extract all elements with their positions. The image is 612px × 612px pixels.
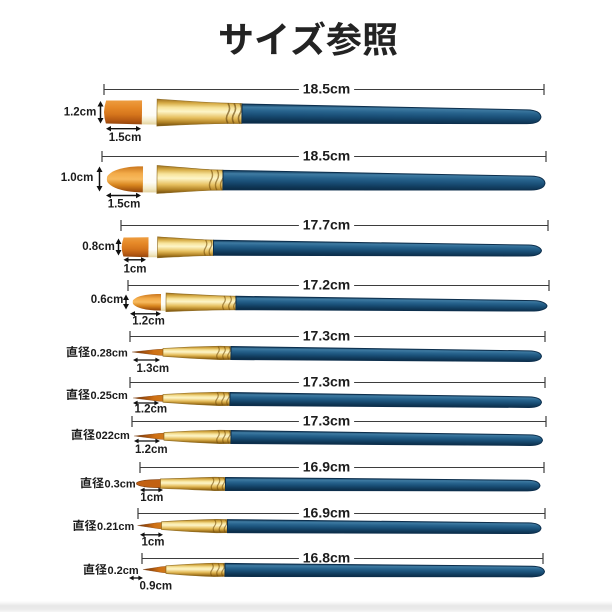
svg-text:17.7cm: 17.7cm [303,217,350,233]
svg-text:0.9cm: 0.9cm [140,580,173,592]
svg-text:1cm: 1cm [140,492,163,504]
svg-text:1.3cm: 1.3cm [137,363,170,375]
svg-text:0.28cm: 0.28cm [91,347,129,359]
svg-text:0.21cm: 0.21cm [97,521,135,533]
svg-text:1.5cm: 1.5cm [109,132,142,144]
svg-text:17.3cm: 17.3cm [303,328,350,344]
svg-text:0.3cm: 0.3cm [105,478,136,490]
svg-text:1cm: 1cm [142,537,165,549]
svg-text:17.3cm: 17.3cm [303,413,350,429]
svg-text:1.2cm: 1.2cm [132,315,165,327]
svg-text:16.8cm: 16.8cm [303,550,350,566]
svg-text:18.5cm: 18.5cm [303,148,350,164]
svg-text:16.9cm: 16.9cm [303,505,350,521]
svg-text:17.2cm: 17.2cm [303,277,350,293]
svg-text:18.5cm: 18.5cm [303,81,350,97]
svg-text:16.9cm: 16.9cm [303,459,350,475]
svg-text:1.2cm: 1.2cm [135,444,168,456]
svg-text:17.3cm: 17.3cm [303,374,350,390]
svg-text:1.5cm: 1.5cm [108,199,141,211]
svg-text:0.6cm: 0.6cm [91,294,124,306]
svg-text:0.8cm: 0.8cm [82,241,115,253]
svg-text:0.2cm: 0.2cm [108,565,139,577]
svg-text:022cm: 022cm [96,430,130,442]
svg-text:1.0cm: 1.0cm [61,172,94,184]
svg-text:1cm: 1cm [123,264,146,276]
svg-text:0.25cm: 0.25cm [91,390,129,402]
svg-text:1.2cm: 1.2cm [64,106,97,118]
svg-text:1.2cm: 1.2cm [135,404,168,416]
